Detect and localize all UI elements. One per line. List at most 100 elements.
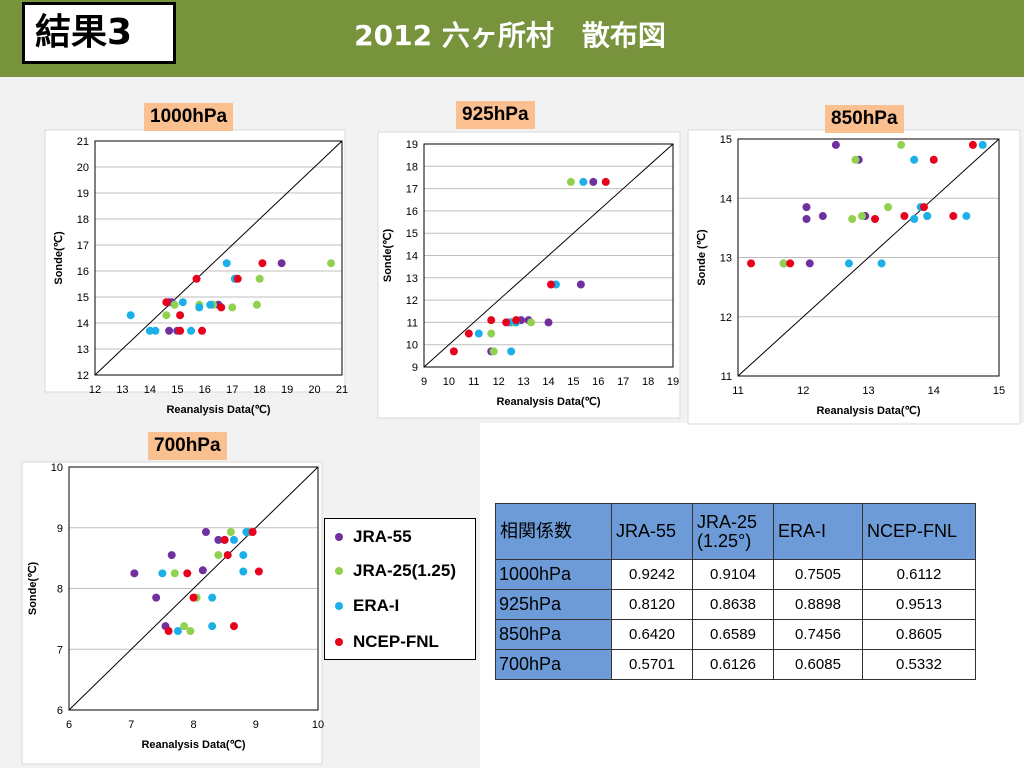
x-tick-label: 9 [421, 376, 427, 388]
x-axis-title: Reanalysis Data(℃) [816, 405, 920, 417]
x-tick-label: 6 [66, 719, 72, 731]
y-tick-label: 9 [57, 523, 63, 535]
x-tick-label: 11 [732, 385, 743, 397]
data-point [527, 318, 536, 327]
panel-label-700: 700hPa [148, 432, 227, 460]
data-point [233, 274, 242, 283]
table-cell: 0.8638 [692, 589, 774, 620]
x-tick-label: 21 [336, 384, 348, 396]
data-point [252, 300, 261, 309]
legend: JRA-55 JRA-25(1.25) ERA-I NCEP-FNL [324, 518, 476, 660]
y-tick-label: 17 [406, 184, 418, 196]
x-tick-label: 15 [993, 385, 1005, 397]
data-point [487, 316, 496, 325]
data-point [802, 214, 811, 223]
data-point [779, 259, 788, 268]
table-cell: 0.6085 [773, 649, 863, 680]
table-cell: 0.6420 [611, 619, 693, 650]
data-point [449, 347, 458, 356]
data-point [929, 155, 938, 164]
data-point [152, 593, 161, 602]
table-header-row: 相関係数 JRA-55 JRA-25 (1.25°) ERA-I NCEP-FN… [495, 503, 976, 560]
data-point [848, 214, 857, 223]
x-tick-label: 10 [443, 376, 455, 388]
data-point [167, 551, 176, 560]
legend-marker-erai [335, 602, 343, 610]
y-tick-label: 14 [720, 193, 732, 205]
x-tick-label: 16 [199, 384, 211, 396]
slide-badge: 結果3 [22, 2, 176, 64]
data-point [949, 212, 958, 221]
y-tick-label: 9 [412, 362, 418, 374]
data-point [474, 329, 483, 338]
data-point [151, 326, 160, 335]
data-point [589, 177, 598, 186]
data-point [162, 311, 171, 320]
x-tick-label: 18 [642, 376, 654, 388]
x-tick-label: 12 [89, 384, 101, 396]
data-point [802, 203, 811, 212]
x-tick-label: 19 [667, 376, 679, 388]
data-point [178, 298, 187, 307]
data-point [327, 259, 336, 268]
data-point [228, 303, 237, 312]
table-cell: 0.7456 [773, 619, 863, 650]
y-tick-label: 19 [406, 139, 418, 151]
data-point [487, 329, 496, 338]
table-row-label: 850hPa [495, 619, 612, 650]
data-point [255, 274, 264, 283]
x-tick-label: 20 [308, 384, 320, 396]
y-tick-label: 16 [406, 206, 418, 218]
x-tick-label: 11 [468, 376, 479, 388]
data-point [180, 622, 189, 631]
data-point [158, 569, 167, 578]
legend-item-jra55: JRA-55 [335, 527, 412, 547]
x-tick-label: 14 [144, 384, 156, 396]
x-tick-label: 14 [542, 376, 554, 388]
table-cell: 0.9242 [611, 559, 693, 590]
data-point [254, 567, 263, 576]
data-point [747, 259, 756, 268]
one-to-one-line [68, 466, 319, 711]
data-point [223, 551, 232, 560]
panel-label-925: 925hPa [456, 101, 535, 129]
data-point [910, 214, 919, 223]
y-tick-label: 11 [407, 317, 418, 329]
data-point [919, 203, 928, 212]
table-cell: 0.6589 [692, 619, 774, 650]
y-tick-label: 15 [720, 134, 732, 146]
data-point [576, 280, 585, 289]
data-point [844, 259, 853, 268]
data-point [884, 203, 893, 212]
data-point [544, 318, 553, 327]
data-point [566, 177, 575, 186]
x-tick-label: 17 [226, 384, 238, 396]
legend-item-ncep: NCEP-FNL [335, 632, 439, 652]
data-point [229, 535, 238, 544]
y-tick-label: 13 [77, 344, 89, 356]
x-tick-label: 9 [253, 719, 259, 731]
y-axis-title: Sonde(℃) [27, 562, 39, 616]
x-axis-title: Reanalysis Data(℃) [166, 404, 270, 416]
table-row: 925hPa 0.8120 0.8638 0.8898 0.9513 [495, 589, 976, 620]
y-tick-label: 11 [721, 371, 732, 383]
legend-label: JRA-55 [353, 527, 412, 546]
plot-area [94, 140, 343, 376]
data-point [489, 347, 498, 356]
data-point [186, 627, 195, 636]
table-row: 700hPa 0.5701 0.6126 0.6085 0.5332 [495, 649, 976, 680]
x-tick-label: 8 [190, 719, 196, 731]
data-point [176, 311, 185, 320]
data-point [226, 528, 235, 537]
one-to-one-line [94, 140, 343, 376]
y-tick-label: 13 [406, 273, 418, 285]
plot-area [737, 138, 1000, 377]
data-point [871, 214, 880, 223]
table-cell: 0.6126 [692, 649, 774, 680]
data-point [170, 300, 179, 309]
data-point [512, 316, 521, 325]
x-tick-label: 15 [171, 384, 183, 396]
data-point [968, 140, 977, 149]
x-tick-label: 15 [567, 376, 579, 388]
y-tick-label: 10 [51, 462, 63, 474]
